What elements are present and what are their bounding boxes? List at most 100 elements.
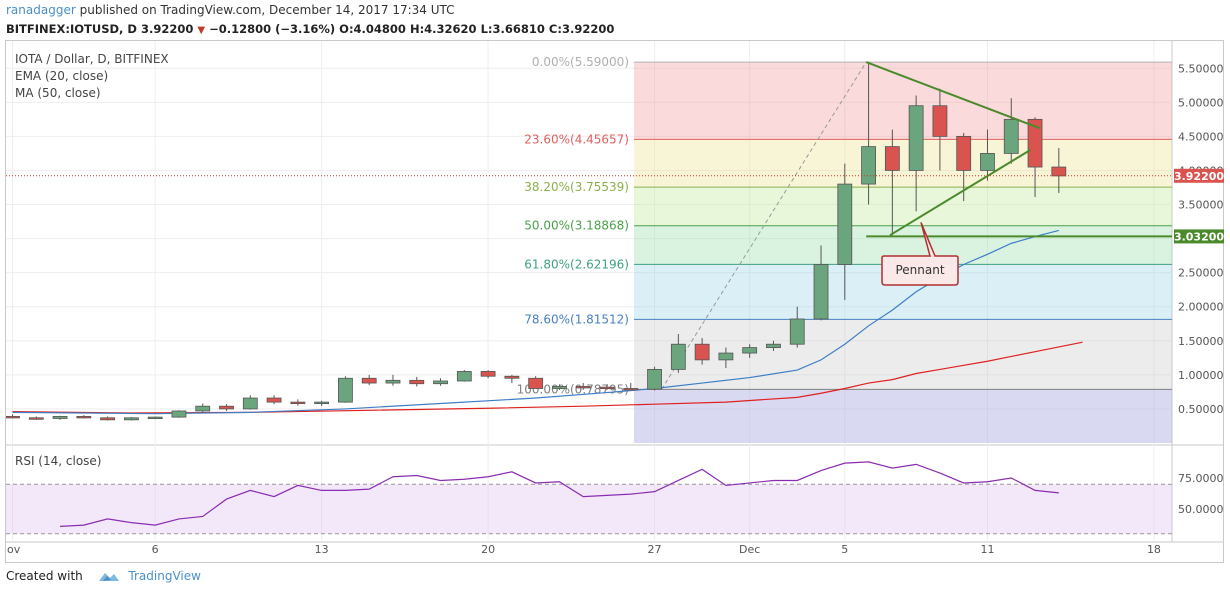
author-link[interactable]: ranadagger xyxy=(6,3,76,17)
price-tick-label: 5.00000 xyxy=(1178,96,1224,109)
candle-body xyxy=(76,416,92,419)
candle-body xyxy=(552,386,567,389)
candle xyxy=(28,416,44,420)
tradingview-link[interactable]: TradingView xyxy=(128,569,201,583)
candle-body xyxy=(837,183,853,265)
fib-level-label: 23.60%(4.45657) xyxy=(524,132,629,146)
fib-band-extension xyxy=(634,389,1172,443)
time-tick-label: 5 xyxy=(841,543,848,556)
rsi-legend: RSI (14, close) xyxy=(15,454,102,468)
candle xyxy=(742,344,758,358)
candle xyxy=(100,416,116,421)
candle-body xyxy=(124,417,139,421)
price-tick-label: 2.50000 xyxy=(1178,267,1224,280)
candle-body xyxy=(266,397,282,403)
footer: Created with TradingView xyxy=(6,569,201,583)
candle-body xyxy=(789,318,805,345)
candle-body xyxy=(433,380,448,385)
candle xyxy=(980,129,995,181)
candle xyxy=(433,378,448,386)
ema-legend: EMA (20, close) xyxy=(15,69,109,83)
price-tick-label: 3.50000 xyxy=(1178,199,1224,212)
candle-body xyxy=(290,401,306,405)
fib-band xyxy=(634,187,1172,226)
tradingview-logo-icon xyxy=(98,573,119,581)
candle-body xyxy=(575,386,591,389)
fib-band xyxy=(634,319,1172,390)
time-tick-label: 11 xyxy=(980,543,994,556)
candle-body xyxy=(956,135,972,171)
pennant-lower-line xyxy=(889,149,1031,237)
pennant-upper-line xyxy=(865,61,1041,130)
candle-body xyxy=(147,416,163,420)
candle-body xyxy=(195,405,211,412)
candle-body xyxy=(456,371,472,382)
rsi-band xyxy=(6,484,1172,534)
candle-body xyxy=(242,397,258,410)
time-tick-label: 18 xyxy=(1147,543,1161,556)
time-tick-label: Dec xyxy=(739,543,760,556)
candle-body xyxy=(742,347,758,354)
candle-body xyxy=(670,343,686,370)
candle xyxy=(219,404,234,411)
candle-body xyxy=(314,401,330,405)
candle xyxy=(242,395,258,410)
ma-50-line xyxy=(12,341,1083,414)
candle xyxy=(6,414,20,419)
candle-body xyxy=(504,375,520,379)
fib-band xyxy=(634,62,1172,140)
candle xyxy=(884,129,900,236)
candle-body xyxy=(718,352,734,361)
candle-body xyxy=(980,153,995,171)
time-tick-label: 6 xyxy=(152,543,159,556)
last-price: 3.92200 xyxy=(140,22,194,36)
candle-body xyxy=(528,377,544,389)
fib-level-label: 38.20%(3.75539) xyxy=(524,180,629,194)
candle xyxy=(766,340,781,352)
candle xyxy=(861,62,876,205)
candle xyxy=(552,384,567,390)
candle xyxy=(504,374,520,384)
candle-body xyxy=(932,105,948,137)
candle xyxy=(171,410,187,418)
price-badge-label: 3.03200 xyxy=(1174,230,1224,243)
publish-line: ranadagger published on TradingView.com,… xyxy=(6,3,455,17)
candle-body xyxy=(884,146,900,171)
candle-body xyxy=(908,105,924,171)
price-badge xyxy=(1174,168,1224,183)
candle xyxy=(338,376,353,403)
price-tick-label: 1.50000 xyxy=(1178,335,1224,348)
fib-band xyxy=(634,139,1172,188)
time-tick-label: 13 xyxy=(315,543,329,556)
fib-level-label: 50.00%(3.18868) xyxy=(524,219,629,233)
high-value: H:4.32620 xyxy=(409,22,477,36)
candle-body xyxy=(647,369,662,390)
candle-body xyxy=(861,146,876,185)
rsi-line xyxy=(60,461,1059,527)
price-tick-label: 1.00000 xyxy=(1178,369,1224,382)
candle xyxy=(932,88,948,171)
candle-body xyxy=(361,377,377,384)
ema-20-line xyxy=(12,229,1059,415)
candle-body xyxy=(480,371,496,377)
candle-body xyxy=(52,416,68,419)
candle-body xyxy=(694,343,710,361)
candle xyxy=(456,370,472,382)
candle xyxy=(647,366,662,391)
price-badge-label: 3.92200 xyxy=(1174,170,1224,183)
open-value: O:4.04800 xyxy=(339,22,406,36)
candle-body xyxy=(100,417,116,421)
fib-level-label: 78.60%(1.81512) xyxy=(524,312,629,326)
fib-level-label: 61.80%(2.62196) xyxy=(524,257,629,271)
candle xyxy=(361,374,377,386)
candle xyxy=(385,374,401,386)
candle xyxy=(1003,98,1019,164)
candle xyxy=(1027,117,1043,198)
candle xyxy=(718,347,734,369)
time-tick-label: 27 xyxy=(648,543,662,556)
chart-title: IOTA / Dollar, D, BITFINEX xyxy=(15,52,169,66)
pennant-callout xyxy=(881,222,959,286)
pennant-label: Pennant xyxy=(895,263,944,277)
candle-body xyxy=(171,410,187,418)
